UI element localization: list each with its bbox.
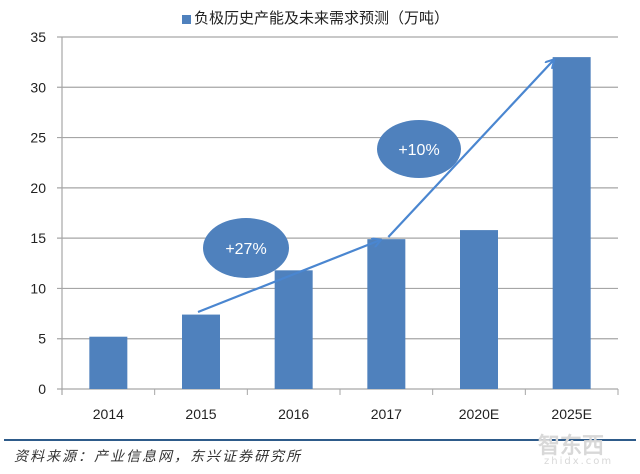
y-tick-label: 5 (38, 331, 46, 347)
growth-bubble (203, 218, 289, 278)
x-tick-label: 2014 (93, 406, 124, 422)
bar-2016 (274, 270, 313, 389)
growth-label: +27% (225, 241, 266, 258)
trend-arrow (387, 60, 553, 238)
trend-arrow (197, 240, 380, 314)
y-tick-label: 15 (30, 230, 46, 246)
y-tick-label: 20 (30, 180, 46, 196)
legend-label: 负极历史产能及未来需求预测（万吨） (194, 9, 450, 27)
bar-2020E (460, 230, 498, 389)
y-tick-label: 35 (30, 29, 46, 45)
y-tick-label: 25 (30, 130, 46, 146)
bar-2014 (89, 336, 128, 389)
x-tick-label: 2015 (185, 406, 216, 422)
x-tick-label: 2017 (371, 406, 402, 422)
watermark-url: zhidx.com (544, 456, 614, 467)
x-tick-label: 2020E (459, 406, 499, 422)
divider (4, 439, 636, 441)
y-tick-label: 10 (30, 280, 46, 296)
growth-bubble (377, 120, 461, 178)
bar-2017 (367, 239, 406, 389)
y-tick-label: 0 (38, 381, 46, 397)
legend: 负极历史产能及未来需求预测（万吨） (182, 7, 449, 28)
x-tick-label: 2016 (278, 406, 309, 422)
bar-chart: 0 5 10 15 20 25 30 35 2014 2015 2016 2017 2020E 2025E… (30, 29, 619, 422)
legend-swatch (182, 15, 191, 24)
bar-2025E (552, 57, 591, 389)
y-tick-label: 30 (30, 79, 46, 95)
watermark-logo: 智东西 (538, 434, 605, 459)
source-note: 资料来源：产业信息网，东兴证券研究所 (14, 449, 302, 465)
growth-label: +10% (398, 142, 439, 159)
x-tick-label: 2025E (551, 406, 591, 422)
bar-2015 (182, 314, 220, 389)
